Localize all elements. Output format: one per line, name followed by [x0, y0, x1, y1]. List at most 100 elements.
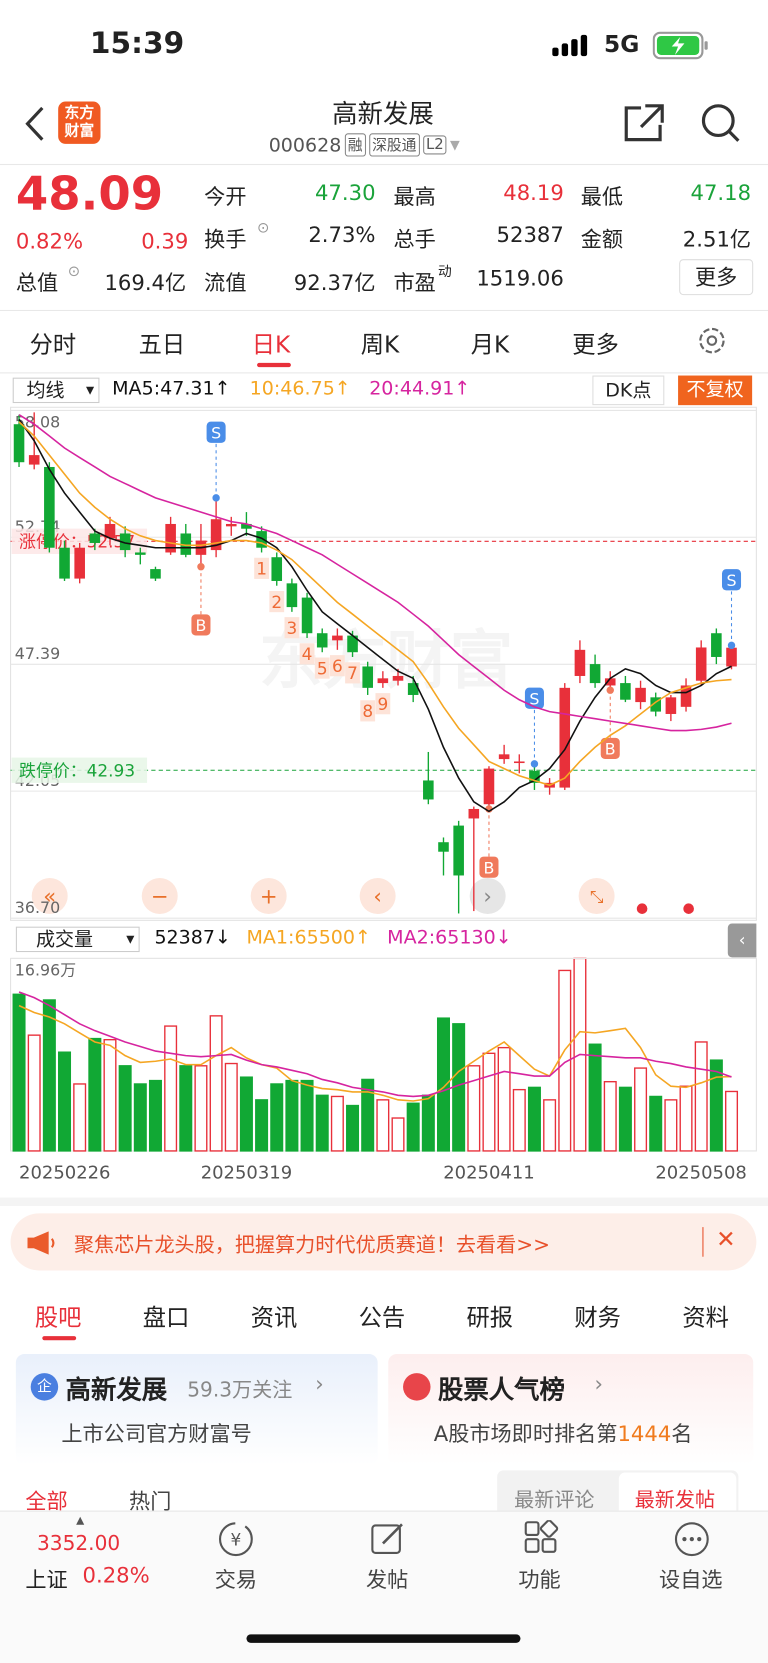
card-title: 高新发展 [65, 1375, 168, 1405]
sort-tab[interactable]: 最新评论 [514, 1488, 595, 1512]
volume-bar [118, 1065, 132, 1152]
stock-code-line: 000628 融 深股通 L2 ▼ [269, 133, 460, 157]
function-icon[interactable] [522, 1520, 560, 1558]
nav-item[interactable]: 设自选 [659, 1566, 723, 1593]
volume-ma-line [18, 991, 732, 1098]
y-tick-label: 47.39 [15, 644, 60, 663]
candle-body [407, 683, 419, 695]
candle-body [119, 533, 131, 551]
more-button[interactable]: 更多 [679, 259, 754, 296]
section-tab[interactable]: 财务 [574, 1305, 621, 1332]
indicator-select[interactable]: 均线 ▼ [12, 377, 100, 404]
index-change[interactable]: 0.28% [82, 1562, 150, 1588]
banner-divider [702, 1227, 704, 1257]
rank-card[interactable] [388, 1354, 754, 1466]
volume-bar [224, 1062, 238, 1152]
sort-active-bg [618, 1472, 737, 1511]
volume-bar [527, 1086, 541, 1152]
index-value[interactable]: 3352.00 [37, 1531, 121, 1556]
search-button[interactable] [698, 102, 742, 146]
section-tab[interactable]: 资料 [682, 1305, 729, 1332]
nav-item[interactable]: 发帖 [366, 1566, 409, 1593]
signal-badge [206, 421, 226, 443]
field-label: 流值 [204, 269, 247, 296]
volume-tick-label: 16.96万 [15, 960, 76, 979]
chart-tab[interactable]: 五日 [138, 332, 186, 359]
svg-text:−: − [151, 883, 169, 908]
section-tab[interactable]: 资讯 [250, 1305, 298, 1332]
feed-tab-active[interactable]: 全部 [25, 1488, 68, 1514]
badge: L2 [422, 135, 447, 155]
company-icon: 企 [30, 1373, 59, 1401]
field-value: 169.4亿 [104, 269, 187, 296]
volume-bar [664, 1099, 678, 1152]
nav-item[interactable]: 功能 [518, 1566, 561, 1593]
banner-close[interactable]: ✕ [716, 1227, 736, 1254]
tag-label: 7 [347, 663, 358, 683]
control-button[interactable] [359, 878, 396, 914]
collapse-button[interactable]: ‹ [727, 923, 757, 958]
field-value: 1519.06 [476, 265, 564, 291]
chart-tab[interactable]: 分时 [29, 332, 77, 359]
volume-bar [346, 1104, 360, 1152]
tag-label: 6 [332, 656, 343, 676]
change-pct: 0.82% [15, 228, 84, 254]
post-icon[interactable] [369, 1520, 407, 1558]
candle-body [665, 697, 677, 714]
chart-tab[interactable]: 更多 [572, 332, 619, 359]
trade-icon[interactable]: ¥ [217, 1520, 255, 1558]
banner[interactable] [10, 1213, 757, 1271]
sort-tab-active[interactable]: 最新发帖 [634, 1488, 716, 1512]
candle-body [392, 675, 404, 681]
control-button[interactable] [250, 878, 287, 914]
chart-tab[interactable]: 周K [360, 332, 400, 359]
section-tab[interactable]: 研报 [466, 1305, 514, 1332]
volume-legend: MA2:65130↓ [387, 926, 512, 949]
volume-bar [497, 1046, 511, 1152]
volume-bar [391, 1117, 405, 1152]
svg-text:«: « [43, 883, 56, 908]
info-icon[interactable]: ⊙ [67, 263, 81, 281]
share-button[interactable] [622, 102, 666, 144]
control-button[interactable] [31, 878, 68, 914]
limit-label-bg [11, 757, 148, 783]
control-button[interactable] [141, 878, 178, 914]
candle-body [180, 533, 192, 555]
volume-bar [285, 1079, 299, 1152]
volume-bar [725, 1090, 739, 1152]
candle-body [635, 687, 646, 703]
volume-bar [58, 1051, 72, 1152]
ma-line [18, 418, 732, 813]
dk-button[interactable]: DK点 [592, 375, 665, 406]
volume-select[interactable]: 成交量 ▼ [15, 926, 140, 953]
banner-text[interactable]: 聚焦芯片龙头股，把握算力时代优质赛道！去看看>> [74, 1233, 550, 1257]
control-button[interactable] [469, 878, 506, 914]
settings-button[interactable] [696, 325, 728, 357]
adjust-button[interactable]: 不复权 [678, 375, 753, 406]
section-tab-active[interactable]: 股吧 [34, 1305, 82, 1332]
battery-icon [652, 31, 708, 60]
dropdown-caret[interactable]: ▼ [450, 137, 460, 153]
volume-bar [42, 999, 56, 1152]
section-tab[interactable]: 盘口 [142, 1305, 190, 1332]
candle-body [165, 523, 176, 553]
tag-bg [284, 617, 300, 639]
control-button[interactable] [578, 878, 615, 914]
watchlist-icon[interactable] [673, 1520, 711, 1558]
signal-badge [600, 737, 620, 759]
index-name[interactable]: 上证 [25, 1566, 68, 1593]
volume-bar [148, 1079, 162, 1152]
back-button[interactable] [21, 104, 49, 144]
company-card[interactable] [15, 1354, 378, 1466]
candle-body [225, 523, 237, 527]
nav-item[interactable]: 交易 [214, 1566, 258, 1593]
feed-tab[interactable]: 热门 [129, 1488, 172, 1514]
candle-body [104, 523, 116, 539]
candle-body [210, 519, 222, 551]
candle-body [680, 685, 692, 707]
chart-tab-active[interactable]: 日K [251, 332, 291, 359]
info-icon[interactable]: ⊙ [257, 220, 270, 237]
chart-tab[interactable]: 月K [470, 332, 510, 359]
section-tab[interactable]: 公告 [358, 1305, 406, 1332]
volume-bar [543, 1099, 557, 1152]
